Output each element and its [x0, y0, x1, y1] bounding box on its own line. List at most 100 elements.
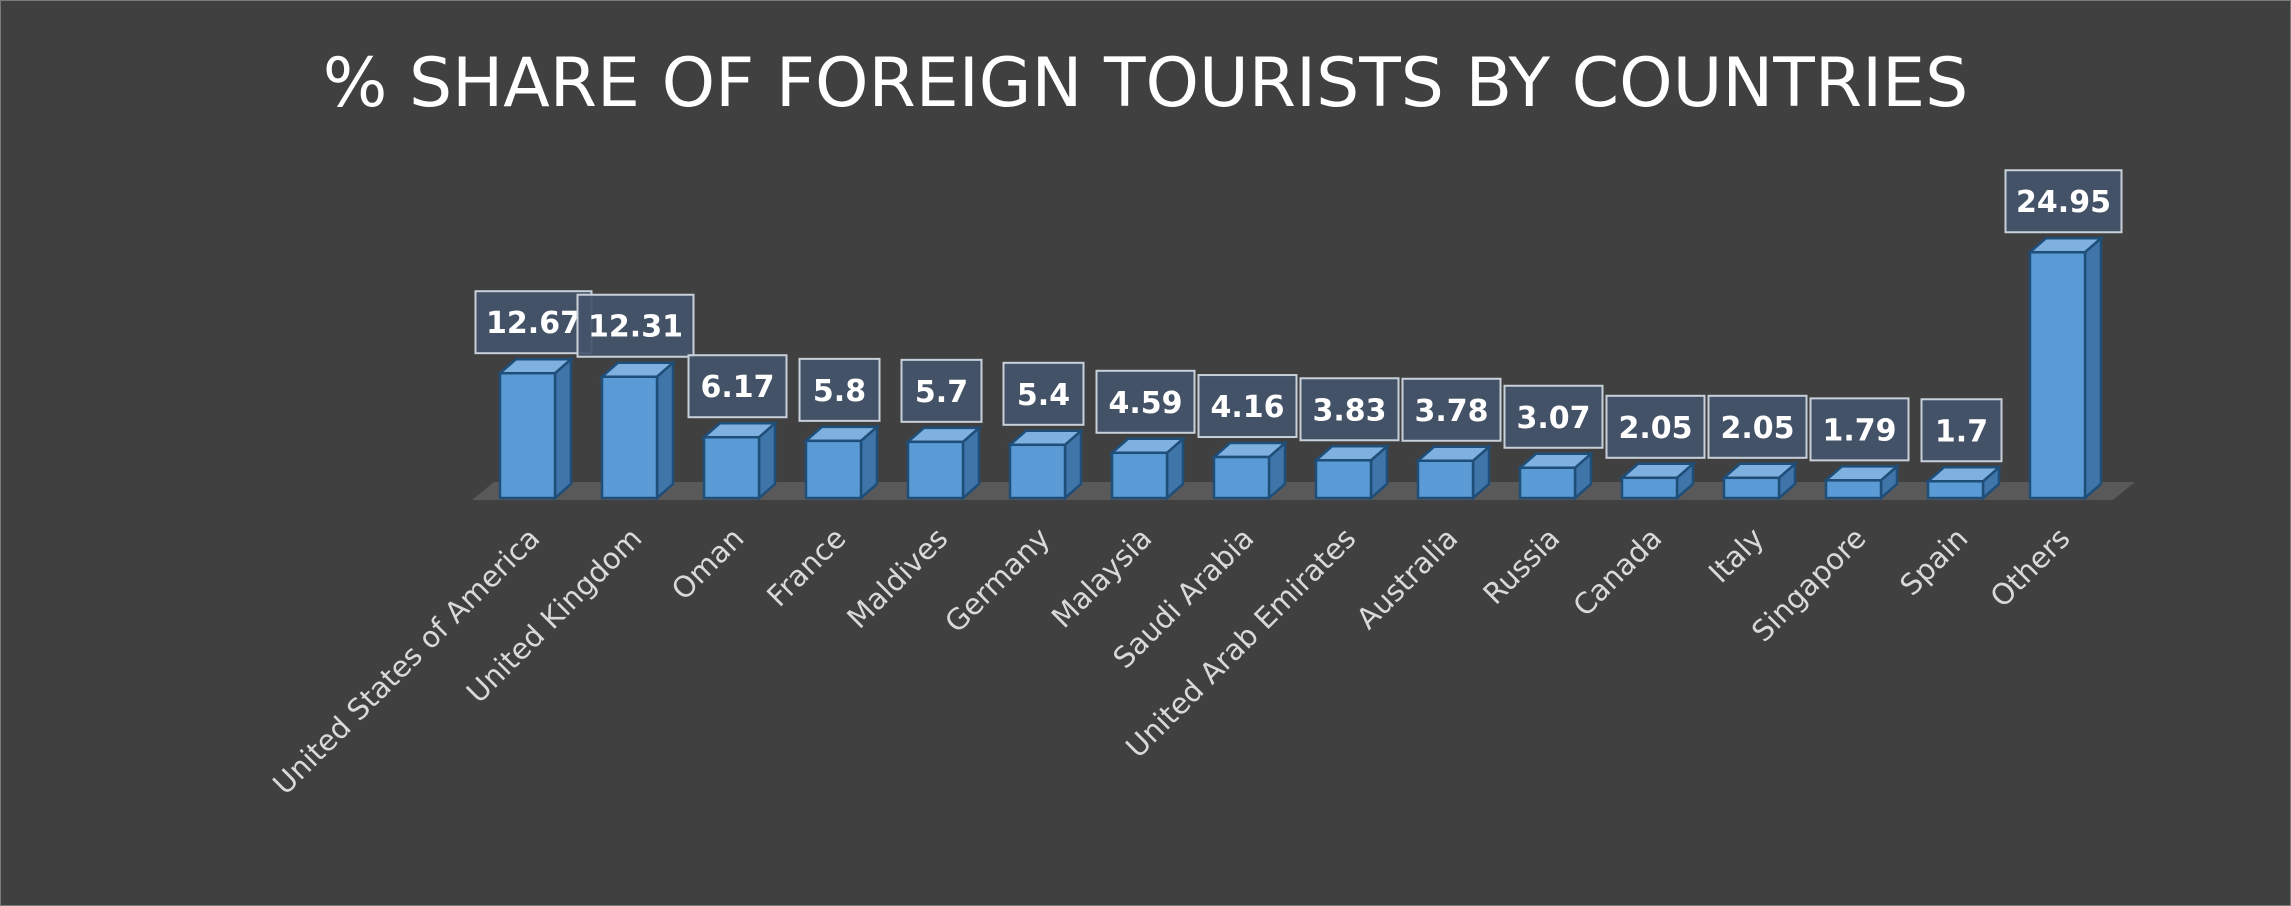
data-label-box	[1095, 369, 1196, 434]
data-label-text: 6.17	[700, 370, 774, 405]
bar	[598, 359, 677, 501]
bar	[1720, 461, 1799, 501]
bar-side	[655, 359, 675, 501]
bar-front	[702, 435, 761, 500]
bar	[1006, 428, 1085, 501]
bar-front	[1212, 455, 1271, 500]
chart-floor	[472, 482, 2135, 500]
data-label-text: 5.8	[813, 374, 866, 409]
data-label-box	[900, 358, 983, 423]
data-label: 3.07	[1503, 384, 1604, 449]
data-label-text: 1.7	[1935, 414, 1988, 449]
data-label-box	[1299, 377, 1400, 442]
category-label: Oman	[665, 521, 751, 607]
bar-front	[804, 439, 863, 500]
data-label: 5.4	[1002, 361, 1085, 426]
bar-front	[1722, 476, 1781, 500]
data-label-text: 3.83	[1312, 393, 1386, 428]
bar	[1108, 436, 1187, 501]
bar	[496, 356, 575, 501]
data-label-box	[1920, 398, 2003, 463]
bar	[1618, 461, 1697, 501]
category-label: France	[760, 521, 852, 613]
bar-front	[1620, 476, 1679, 500]
data-label-text: 12.31	[588, 310, 683, 345]
category-label: Maldives	[840, 521, 954, 635]
data-label-text: 3.07	[1516, 401, 1590, 436]
bar	[1924, 464, 2003, 501]
bar	[1516, 451, 1595, 501]
data-label: 2.05	[1707, 394, 1808, 459]
data-label: 3.78	[1401, 377, 1502, 442]
bar-side	[553, 356, 573, 501]
data-label-text: 4.16	[1210, 390, 1284, 425]
data-label: 1.79	[1809, 397, 1910, 462]
bar-front	[906, 440, 965, 500]
data-label-box	[798, 357, 881, 422]
bar	[1210, 440, 1289, 501]
data-label-box	[1707, 394, 1808, 459]
data-label-box	[1002, 361, 1085, 426]
data-label: 12.67	[474, 290, 593, 355]
bar	[1414, 444, 1493, 501]
bar-front	[1008, 443, 1067, 500]
data-label-text: 1.79	[1822, 413, 1896, 448]
category-label: Canada	[1566, 521, 1668, 623]
data-label: 1.7	[1920, 398, 2003, 463]
data-label-box	[1503, 384, 1604, 449]
bar	[700, 420, 779, 501]
category-label: Germany	[938, 521, 1056, 639]
data-label: 4.16	[1197, 374, 1298, 439]
data-label: 3.83	[1299, 377, 1400, 442]
value-labels-layer: 12.67 12.31 6.17 5.8 5.7 5.4 4.59 4.16 3.83 3.78 3…	[474, 169, 2123, 463]
data-label: 2.05	[1605, 394, 1706, 459]
bar-front	[1926, 480, 1985, 500]
data-label-box	[1605, 394, 1706, 459]
data-label-text: 5.7	[915, 375, 968, 410]
data-label: 5.7	[900, 358, 983, 423]
data-label-text: 24.95	[2016, 185, 2111, 220]
category-label: Others	[1983, 521, 2076, 614]
category-label: Spain	[1893, 521, 1974, 602]
category-label: Australia	[1350, 521, 1465, 636]
bar	[1312, 443, 1391, 501]
bar	[1822, 463, 1901, 501]
bar-front	[600, 375, 659, 500]
data-label: 12.31	[576, 293, 695, 358]
chart-title: % SHARE OF FOREIGN TOURISTS BY COUNTRIES	[322, 44, 1969, 123]
data-label-box	[474, 290, 593, 355]
data-label: 24.95	[2004, 169, 2123, 234]
data-label-text: 5.4	[1017, 378, 1070, 413]
bar-front	[498, 371, 557, 500]
bar	[802, 424, 881, 501]
data-label-box	[1401, 377, 1502, 442]
data-label-box	[1809, 397, 1910, 462]
bar	[904, 425, 983, 501]
bar-side	[2083, 235, 2103, 501]
data-label: 5.8	[798, 357, 881, 422]
bar-front	[1314, 459, 1373, 500]
bar-front	[1824, 479, 1883, 500]
data-label-text: 2.05	[1720, 411, 1794, 446]
category-label: Italy	[1702, 521, 1771, 590]
bar-front	[1416, 459, 1475, 500]
data-label-text: 2.05	[1618, 411, 1692, 446]
data-label-box	[2004, 169, 2123, 234]
data-label: 4.59	[1095, 369, 1196, 434]
data-label: 6.17	[687, 354, 788, 419]
data-label-text: 3.78	[1414, 394, 1488, 429]
floor-layer	[472, 482, 2135, 500]
bars-layer	[496, 235, 2105, 501]
category-label: Russia	[1476, 521, 1566, 611]
bar-front	[1518, 466, 1577, 500]
data-label-box	[1197, 374, 1298, 439]
bar	[2026, 235, 2105, 501]
data-label-text: 4.59	[1108, 386, 1182, 421]
data-label-box	[576, 293, 695, 358]
data-label-text: 12.67	[486, 306, 581, 341]
category-label: United Kingdom	[460, 521, 649, 710]
data-label-box	[687, 354, 788, 419]
bar-front	[1110, 451, 1169, 500]
